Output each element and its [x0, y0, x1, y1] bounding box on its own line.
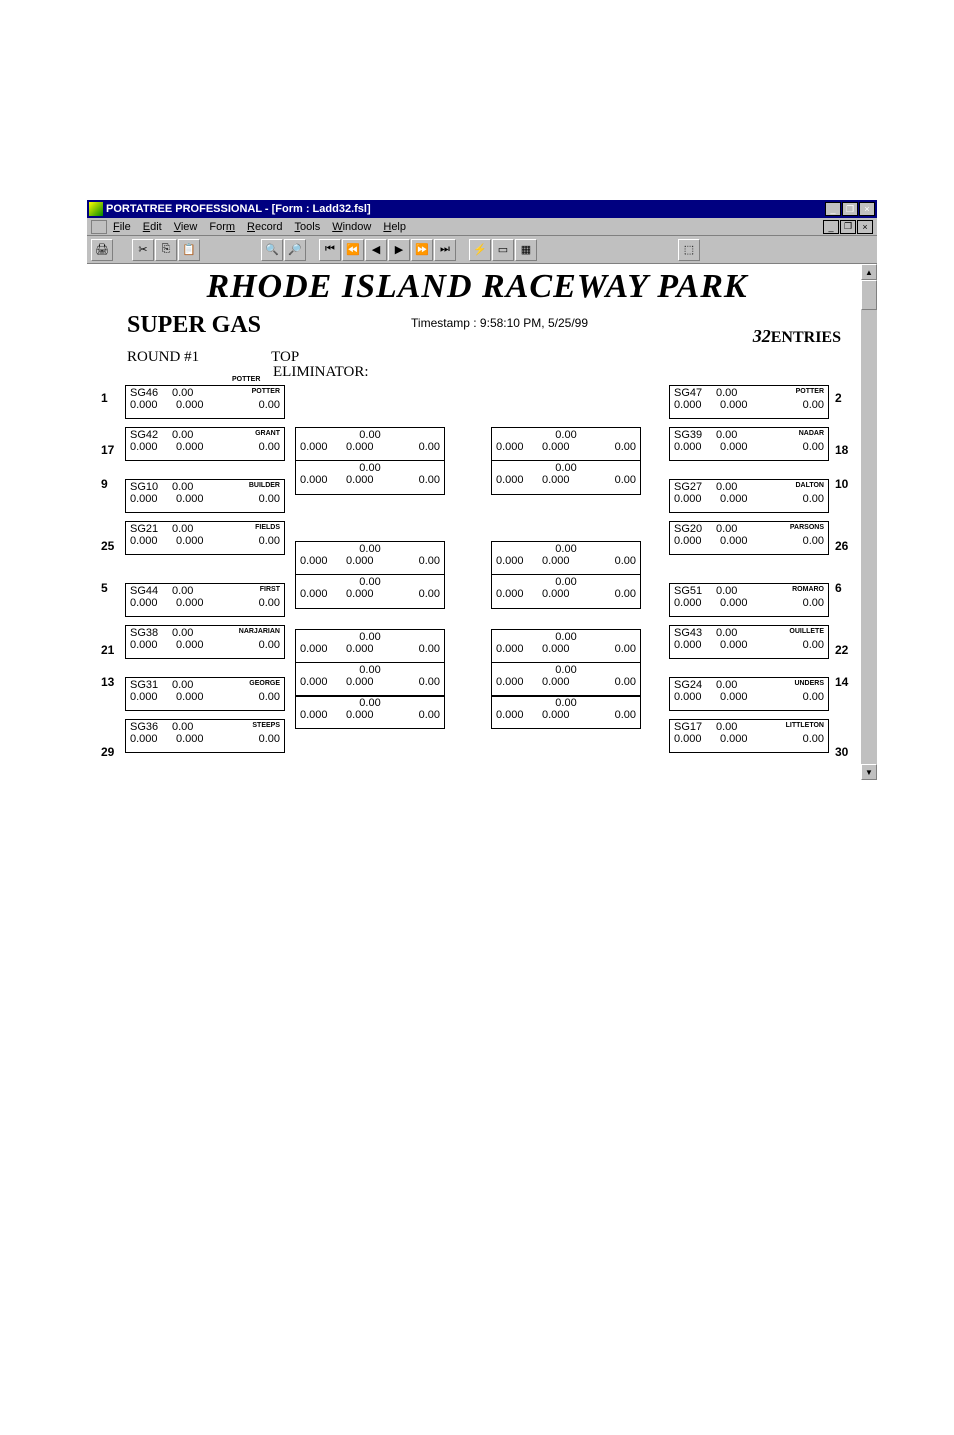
bracket-result: 0.000.0000.0000.00	[295, 663, 445, 697]
nav-last-button[interactable]: ⏭	[434, 239, 456, 261]
nav-prev-page-button[interactable]: ⏪	[342, 239, 364, 261]
bracket-entry: SG270.00DALTON 0.0000.0000.00	[669, 479, 829, 513]
seed-number: 25	[101, 539, 114, 553]
seed-number: 2	[835, 391, 842, 405]
seed-number: 13	[101, 675, 114, 689]
bracket-result: 0.000.0000.0000.00	[295, 695, 445, 729]
bracket-entry: SG200.00PARSONS 0.0000.0000.00	[669, 521, 829, 555]
menubar: File Edit View Form Record Tools Window …	[87, 218, 877, 236]
menu-edit[interactable]: Edit	[143, 221, 162, 233]
mdi-close-button[interactable]: ×	[857, 220, 873, 234]
menu-tools[interactable]: Tools	[295, 221, 321, 233]
app-icon	[89, 202, 103, 216]
bracket-result: 0.000.0000.0000.00	[295, 575, 445, 609]
bracket-entry: SG380.00NARJARIAN 0.0000.0000.00	[125, 625, 285, 659]
bracket-entry: SG310.00GEORGE 0.0000.0000.00	[125, 677, 285, 711]
bracket-entry: SG100.00BUILDER 0.0000.0000.00	[125, 479, 285, 513]
minimize-button[interactable]: _	[825, 202, 841, 216]
bracket-entry: SG440.00FIRST 0.0000.0000.00	[125, 583, 285, 617]
bracket-entry: SG390.00NADAR 0.0000.0000.00	[669, 427, 829, 461]
design-button[interactable]: ⬚	[678, 239, 700, 261]
nav-first-button[interactable]: ⏮	[319, 239, 341, 261]
entries-count: 32ENTRIES	[753, 326, 841, 347]
vertical-scrollbar[interactable]: ▲ ▼	[861, 264, 877, 780]
menu-window[interactable]: Window	[332, 221, 371, 233]
seed-number: 5	[101, 581, 108, 595]
timestamp: Timestamp : 9:58:10 PM, 5/25/99	[411, 316, 588, 330]
close-button[interactable]: ×	[859, 202, 875, 216]
mdi-minimize-button[interactable]: _	[823, 220, 839, 234]
seed-number: 6	[835, 581, 842, 595]
titlebar[interactable]: PORTATREE PROFESSIONAL - [Form : Ladd32.…	[87, 200, 877, 218]
seed-number: 10	[835, 477, 848, 491]
menu-view[interactable]: View	[174, 221, 198, 233]
filter-button[interactable]: ⚡	[469, 239, 491, 261]
view-table-button[interactable]: ▦	[515, 239, 537, 261]
scroll-up-button[interactable]: ▲	[861, 264, 877, 280]
bracket-result: 0.000.0000.0000.00	[295, 541, 445, 575]
bracket-entry: SG360.00STEEPS 0.0000.0000.00	[125, 719, 285, 753]
mdi-maximize-button[interactable]: ❐	[840, 220, 856, 234]
cut-button[interactable]: ✂	[132, 239, 154, 261]
window-buttons-outer: _ ❐ ×	[824, 202, 875, 216]
venue-title: RHODE ISLAND RACEWAY PARK	[95, 268, 859, 306]
menu-help[interactable]: Help	[383, 221, 406, 233]
menu-record[interactable]: Record	[247, 221, 282, 233]
toolbar: 🖨 ✂ ⎘ 📋 🔍 🔎 ⏮ ⏪ ◀ ▶ ⏩ ⏭ ⚡ ▭ ▦ ⬚	[87, 236, 877, 264]
scroll-thumb[interactable]	[861, 280, 877, 310]
bracket-result: 0.000.0000.0000.00	[491, 427, 641, 461]
bracket-entry: SG420.00GRANT 0.0000.0000.00	[125, 427, 285, 461]
paste-button[interactable]: 📋	[178, 239, 200, 261]
zoom-in-button[interactable]: 🔍	[261, 239, 283, 261]
round-label: ROUND #1	[127, 349, 199, 366]
seed-number: 17	[101, 443, 114, 457]
print-button[interactable]: 🖨	[91, 239, 113, 261]
bracket-result: 0.000.0000.0000.00	[295, 629, 445, 663]
bracket-result: 0.000.0000.0000.00	[491, 575, 641, 609]
maximize-button[interactable]: ❐	[842, 202, 858, 216]
bracket-area: SG460.00POTTER 0.0000.0000.00 1 SG420.00GR…	[95, 385, 859, 780]
menu-form[interactable]: Form	[209, 221, 235, 233]
app-window: PORTATREE PROFESSIONAL - [Form : Ladd32.…	[87, 200, 877, 780]
bracket-entry: SG170.00LITTLETON 0.0000.0000.00	[669, 719, 829, 753]
zoom-out-button[interactable]: 🔎	[284, 239, 306, 261]
bracket-entry: SG210.00FIELDS 0.0000.0000.00	[125, 521, 285, 555]
eliminator-label: ELIMINATOR:	[273, 364, 859, 381]
bracket-entry: SG460.00POTTER 0.0000.0000.00	[125, 385, 285, 419]
seed-number: 26	[835, 539, 848, 553]
seed-number: 22	[835, 643, 848, 657]
potter-overlay: POTTER	[232, 376, 260, 383]
bracket-result: 0.000.0000.0000.00	[491, 663, 641, 697]
view-form-button[interactable]: ▭	[492, 239, 514, 261]
bracket-result: 0.000.0000.0000.00	[295, 461, 445, 495]
title-text: PORTATREE PROFESSIONAL - [Form : Ladd32.…	[106, 203, 824, 215]
nav-next-button[interactable]: ▶	[388, 239, 410, 261]
nav-next-page-button[interactable]: ⏩	[411, 239, 433, 261]
bracket-result: 0.000.0000.0000.00	[491, 629, 641, 663]
menu-file[interactable]: File	[113, 221, 131, 233]
window-buttons-inner: _ ❐ ×	[822, 220, 873, 234]
seed-number: 29	[101, 745, 114, 759]
seed-number: 18	[835, 443, 848, 457]
seed-number: 30	[835, 745, 848, 759]
bracket-result: 0.000.0000.0000.00	[491, 461, 641, 495]
seed-number: 14	[835, 675, 848, 689]
copy-button[interactable]: ⎘	[155, 239, 177, 261]
class-label: SUPER GAS	[127, 312, 261, 339]
form-content: RHODE ISLAND RACEWAY PARK SUPER GAS Time…	[87, 264, 877, 780]
bracket-result: 0.000.0000.0000.00	[491, 541, 641, 575]
form-icon[interactable]	[91, 220, 107, 234]
nav-prev-button[interactable]: ◀	[365, 239, 387, 261]
bracket-result: 0.000.0000.0000.00	[295, 427, 445, 461]
seed-number: 9	[101, 477, 108, 491]
seed-number: 21	[101, 643, 114, 657]
bracket-entry: SG470.00POTTER 0.0000.0000.00	[669, 385, 829, 419]
bracket-entry: SG510.00ROMARO 0.0000.0000.00	[669, 583, 829, 617]
seed-number: 1	[101, 391, 108, 405]
bracket-entry: SG240.00UNDERS 0.0000.0000.00	[669, 677, 829, 711]
scroll-down-button[interactable]: ▼	[861, 764, 877, 780]
bracket-result: 0.000.0000.0000.00	[491, 695, 641, 729]
bracket-entry: SG430.00OUILLETE 0.0000.0000.00	[669, 625, 829, 659]
